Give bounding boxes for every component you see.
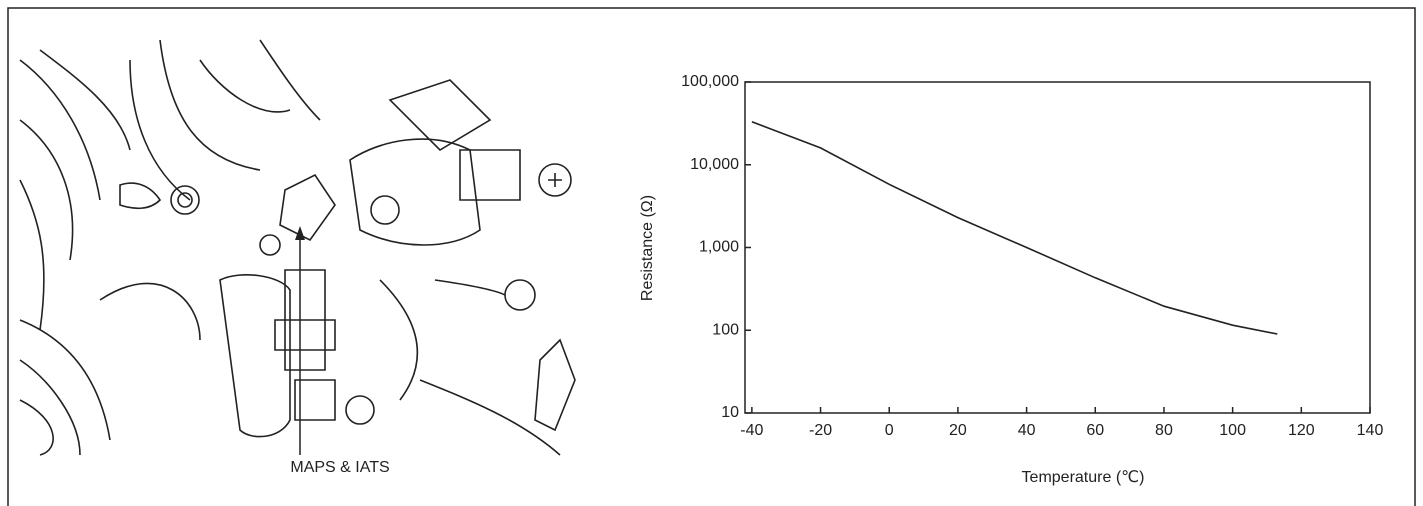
y-axis-label: Resistance (Ω): [639, 195, 656, 301]
curve: [751, 121, 1278, 335]
y-tick-label: 1,000: [699, 239, 739, 256]
x-tick-label: 0: [885, 422, 894, 439]
x-tick-label: 100: [1219, 422, 1246, 439]
x-tick-label: 60: [1086, 422, 1104, 439]
y-tick-label: 10: [721, 404, 739, 421]
y-tick-label: 10,000: [690, 156, 739, 173]
x-tick-label: 120: [1288, 422, 1315, 439]
x-tick-label: 40: [1018, 422, 1036, 439]
x-tick-label: 20: [949, 422, 967, 439]
illustration-label: MAPS & IATS: [290, 459, 389, 476]
x-axis-label: Temperature (℃): [1022, 469, 1145, 486]
y-tick-label: 100,000: [681, 73, 739, 90]
y-tick-label: 100: [712, 321, 739, 338]
engine-illustration: [19, 39, 576, 456]
frame: [7, 7, 1416, 506]
plot-frame: [744, 81, 1371, 414]
x-tick-label: 140: [1357, 422, 1384, 439]
x-tick-label: -40: [740, 422, 763, 439]
x-tick-label: -20: [809, 422, 832, 439]
x-tick-label: 80: [1155, 422, 1173, 439]
